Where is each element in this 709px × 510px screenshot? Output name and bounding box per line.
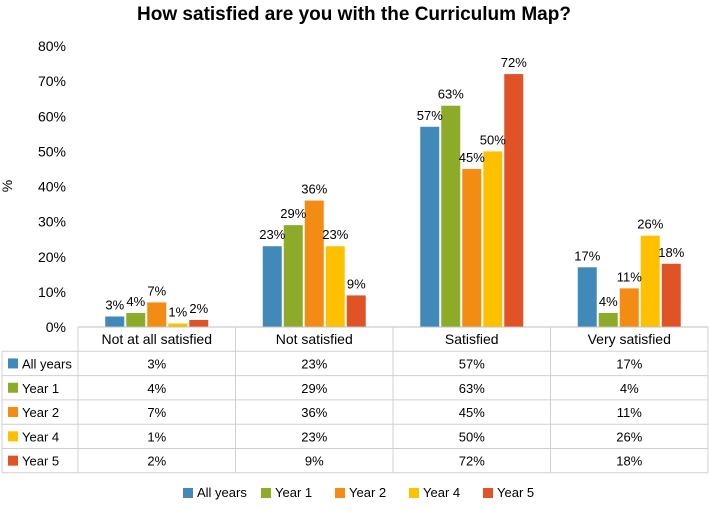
bar xyxy=(483,151,503,327)
bar xyxy=(105,316,125,327)
y-tick-label: 60% xyxy=(38,108,66,124)
table-cell: 18% xyxy=(616,454,642,469)
legend-swatch xyxy=(483,488,493,498)
bar xyxy=(441,105,461,328)
y-tick-label: 20% xyxy=(38,249,66,265)
table-cell: 3% xyxy=(147,356,166,371)
bar xyxy=(598,312,618,327)
category-label: Very satisfied xyxy=(588,331,671,347)
legend-swatch xyxy=(183,488,193,498)
bar xyxy=(640,235,660,327)
table-row-key xyxy=(8,358,18,369)
table-cell: 45% xyxy=(459,405,485,420)
bar xyxy=(504,74,524,327)
table-cell: 29% xyxy=(301,381,327,396)
table-cell: 4% xyxy=(147,381,166,396)
data-label: 11% xyxy=(617,269,642,284)
y-tick-label: 30% xyxy=(38,214,66,230)
table-cell: 17% xyxy=(616,356,642,371)
table-row-label: Year 4 xyxy=(22,429,59,444)
bar xyxy=(325,246,345,327)
table-row-label: Year 5 xyxy=(22,454,59,469)
table-cell: 4% xyxy=(620,381,639,396)
bar xyxy=(462,168,482,327)
data-label: 4% xyxy=(599,294,618,309)
legend-item: Year 1 xyxy=(275,485,312,500)
data-label: 29% xyxy=(280,206,306,221)
legend-swatch xyxy=(409,488,419,498)
data-label: 3% xyxy=(105,297,124,312)
bar xyxy=(168,323,188,327)
data-label: 45% xyxy=(459,150,485,165)
table-cell: 36% xyxy=(301,405,327,420)
table-cell: 63% xyxy=(459,381,485,396)
bar xyxy=(147,302,167,327)
data-label: 63% xyxy=(438,87,464,102)
data-label: 1% xyxy=(168,304,187,319)
y-tick-label: 50% xyxy=(38,143,66,159)
y-tick-label: 70% xyxy=(38,73,66,89)
y-tick-label: 80% xyxy=(38,38,66,54)
data-label: 18% xyxy=(658,245,684,260)
data-label: 26% xyxy=(637,217,663,232)
data-label: 50% xyxy=(480,132,506,147)
category-label: Not at all satisfied xyxy=(102,331,213,347)
data-label: 9% xyxy=(347,276,366,291)
data-label: 57% xyxy=(417,108,443,123)
table-cell: 23% xyxy=(301,429,327,444)
data-label: 36% xyxy=(301,182,327,197)
data-label: 4% xyxy=(126,294,145,309)
legend-item: Year 2 xyxy=(349,485,386,500)
bar xyxy=(283,225,303,327)
table-row-key xyxy=(8,407,18,418)
table-row-label: Year 1 xyxy=(22,381,59,396)
y-tick-label: 40% xyxy=(38,179,66,195)
data-label: 17% xyxy=(574,248,600,263)
legend-swatch xyxy=(335,488,345,498)
bar xyxy=(346,295,366,327)
legend-item: Year 5 xyxy=(497,485,534,500)
table-cell: 57% xyxy=(459,356,485,371)
data-label: 72% xyxy=(501,55,527,70)
chart-title: How satisfied are you with the Curriculu… xyxy=(137,4,571,25)
table-row-key xyxy=(8,431,18,442)
y-axis-label: % xyxy=(0,180,15,192)
table-cell: 50% xyxy=(459,429,485,444)
table-row-label: Year 2 xyxy=(22,405,59,420)
table-cell: 23% xyxy=(301,356,327,371)
bar xyxy=(126,312,146,327)
data-label: 2% xyxy=(189,301,208,316)
table-row-key xyxy=(8,455,18,466)
data-label: 23% xyxy=(259,227,285,242)
table-row-key xyxy=(8,382,18,393)
bar xyxy=(189,319,209,327)
legend-swatch xyxy=(261,488,271,498)
bar xyxy=(619,288,639,327)
data-label: 23% xyxy=(322,227,348,242)
table-cell: 9% xyxy=(305,454,324,469)
y-tick-label: 10% xyxy=(38,284,66,300)
bar xyxy=(661,263,681,327)
bar xyxy=(577,267,597,327)
legend-item: Year 4 xyxy=(423,485,460,500)
data-label: 7% xyxy=(147,283,166,298)
table-cell: 7% xyxy=(147,405,166,420)
legend-item: All years xyxy=(197,485,247,500)
table-cell: 72% xyxy=(459,454,485,469)
table-row-label: All years xyxy=(22,356,72,371)
table-cell: 11% xyxy=(617,405,642,420)
bar xyxy=(262,246,282,327)
bar xyxy=(304,200,324,327)
category-label: Not satisfied xyxy=(276,331,353,347)
table-cell: 26% xyxy=(616,429,642,444)
table-cell: 2% xyxy=(147,454,166,469)
table-cell: 1% xyxy=(147,429,166,444)
bar xyxy=(420,126,440,327)
y-tick-label: 0% xyxy=(46,319,66,335)
category-label: Satisfied xyxy=(445,331,499,347)
